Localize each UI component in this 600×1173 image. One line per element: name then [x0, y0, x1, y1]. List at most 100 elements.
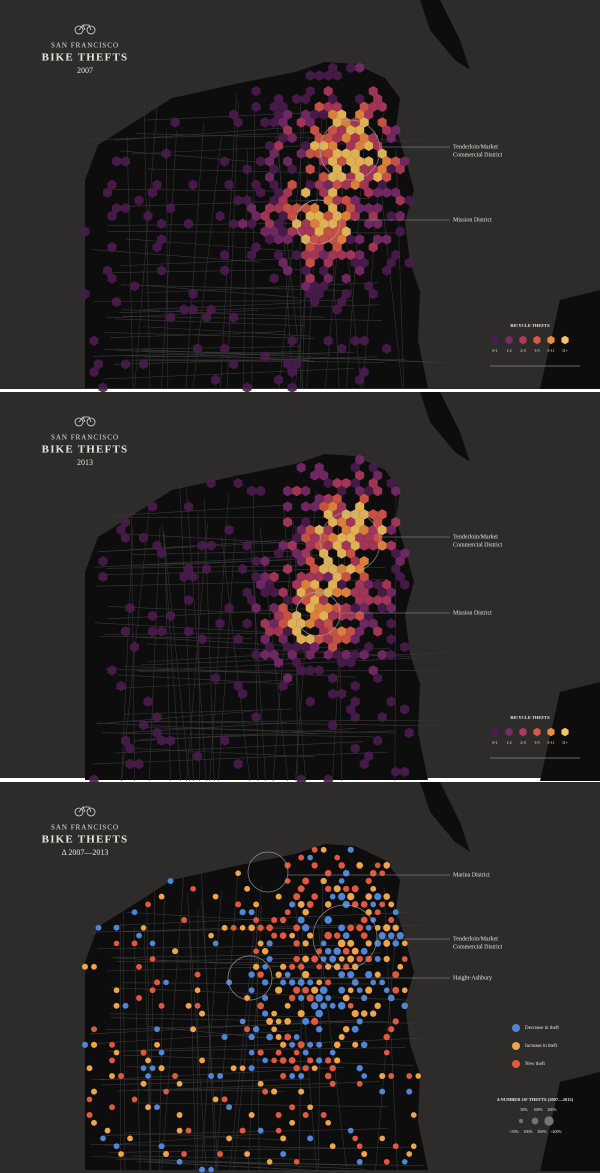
theft-hex	[283, 109, 293, 120]
theft-dot	[320, 877, 327, 885]
theft-dot	[374, 955, 381, 963]
theft-hex	[274, 249, 284, 261]
theft-dot	[149, 940, 156, 947]
theft-hex	[319, 109, 329, 120]
theft-hex	[323, 70, 333, 81]
theft-dot	[145, 1104, 151, 1111]
street	[106, 310, 259, 319]
theft-dot	[149, 987, 156, 994]
theft-hex	[220, 265, 230, 276]
theft-hex	[364, 187, 374, 198]
theft-hex	[265, 579, 275, 590]
theft-dot	[333, 1041, 341, 1049]
theft-hex	[247, 203, 257, 214]
theft-hex	[314, 602, 324, 614]
theft-dot	[307, 1135, 314, 1142]
theft-dot	[379, 1135, 386, 1142]
theft-dot	[383, 1158, 390, 1165]
theft-hex	[382, 156, 392, 167]
theft-hex	[368, 618, 378, 629]
theft-dot	[338, 971, 346, 979]
theft-dot	[365, 893, 373, 900]
theft-hex	[274, 657, 284, 668]
theft-hex	[274, 626, 284, 637]
theft-dot	[230, 924, 237, 931]
street	[302, 136, 309, 390]
theft-hex	[386, 602, 396, 614]
theft-hex	[305, 70, 315, 81]
theft-hex	[319, 140, 329, 151]
theft-dot	[338, 924, 346, 932]
theft-hex	[332, 164, 342, 175]
theft-hex	[328, 218, 338, 229]
theft-dot	[297, 916, 305, 924]
theft-hex	[359, 366, 369, 378]
theft-hex	[355, 517, 365, 528]
theft-hex	[274, 548, 284, 559]
theft-hex	[301, 501, 311, 512]
bike-icon	[74, 25, 84, 35]
theft-hex	[278, 101, 288, 112]
theft-hex	[157, 234, 167, 245]
theft-hex	[337, 626, 347, 637]
theft-hex	[89, 335, 99, 346]
theft-hex	[242, 540, 252, 551]
theft-dot	[320, 846, 327, 853]
theft-hex	[256, 156, 266, 167]
theft-dot	[118, 1151, 124, 1157]
theft-dot	[356, 955, 363, 963]
theft-hex	[278, 587, 288, 598]
theft-hex	[265, 203, 275, 214]
theft-hex	[260, 571, 270, 582]
size-legend-label: <50%	[509, 1129, 519, 1134]
theft-dot	[347, 1002, 354, 1009]
theft-dot	[324, 885, 332, 893]
east-shore	[540, 290, 600, 389]
theft-hex	[373, 187, 383, 198]
theft-hex	[283, 501, 293, 512]
theft-hex	[323, 478, 333, 489]
theft-hex	[310, 296, 320, 307]
theft-dot	[288, 994, 296, 1002]
theft-hex	[251, 602, 261, 614]
bike-icon	[86, 807, 96, 817]
theft-hex	[305, 696, 315, 707]
theft-dot	[81, 963, 89, 970]
legend-title: BICYCLE THEFTS	[510, 323, 550, 328]
theft-hex	[103, 187, 112, 198]
theft-hex	[332, 493, 342, 504]
theft-hex	[359, 335, 369, 346]
theft-dot	[356, 1158, 363, 1165]
theft-hex	[373, 595, 383, 606]
theft-dot	[311, 846, 318, 853]
theft-hex	[350, 743, 360, 754]
theft-hex	[386, 257, 396, 268]
street	[103, 368, 355, 380]
theft-dot	[145, 1057, 151, 1064]
theft-dot	[347, 846, 354, 853]
theft-hex	[359, 618, 369, 629]
theft-dot	[329, 1002, 336, 1009]
theft-hex	[350, 179, 360, 190]
legend-label: 0-1	[492, 740, 497, 745]
street	[144, 1161, 327, 1172]
theft-hex	[233, 634, 243, 645]
theft-dot	[271, 1088, 278, 1095]
theft-hex	[98, 571, 108, 582]
street	[145, 282, 378, 294]
theft-hex	[359, 257, 369, 268]
theft-hex	[319, 563, 329, 575]
theft-hex	[391, 563, 401, 575]
theft-hex	[242, 195, 252, 206]
theft-dot	[342, 900, 350, 909]
theft-hex	[121, 203, 130, 214]
theft-hex	[341, 634, 351, 645]
theft-dot	[131, 909, 138, 916]
size-legend-label: 50%	[520, 1107, 528, 1112]
theft-dot	[91, 1119, 97, 1126]
theft-hex	[224, 524, 234, 536]
theft-hex	[395, 571, 405, 582]
theft-hex	[98, 382, 108, 393]
theft-dot	[333, 932, 341, 939]
theft-hex	[301, 109, 311, 120]
